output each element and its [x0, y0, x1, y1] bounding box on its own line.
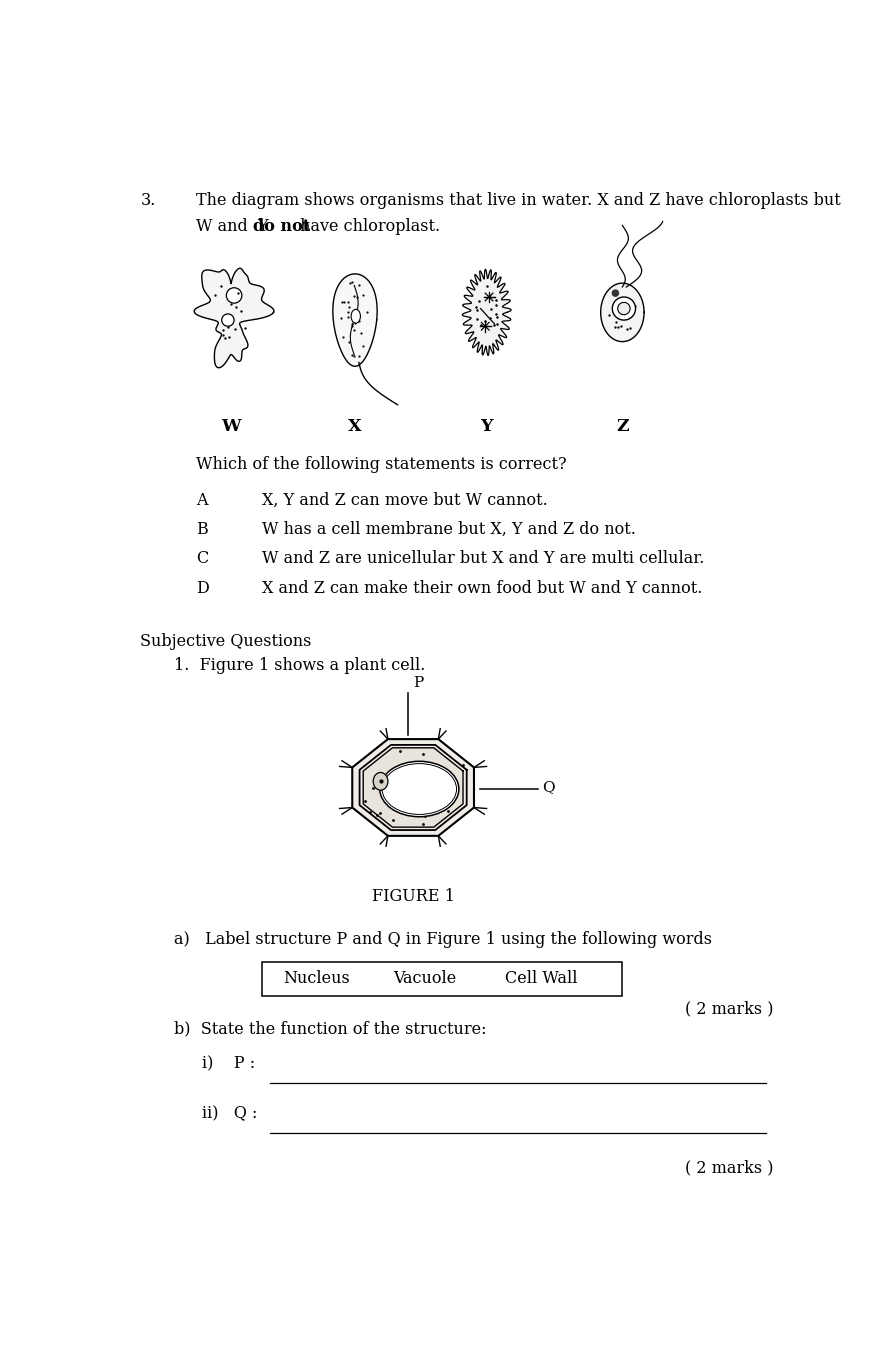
Text: 1.  Figure 1 shows a plant cell.: 1. Figure 1 shows a plant cell.	[175, 657, 425, 673]
Text: W: W	[221, 418, 240, 435]
Text: X and Z can make their own food but W and Y cannot.: X and Z can make their own food but W an…	[261, 580, 702, 596]
Text: C: C	[196, 550, 208, 568]
Text: X, Y and Z can move but W cannot.: X, Y and Z can move but W cannot.	[261, 492, 548, 508]
Text: a)   Label structure P and Q in Figure 1 using the following words: a) Label structure P and Q in Figure 1 u…	[175, 930, 711, 948]
Text: have chloroplast.: have chloroplast.	[295, 218, 440, 235]
Circle shape	[226, 288, 242, 303]
Text: 3.: 3.	[140, 192, 156, 208]
Ellipse shape	[373, 772, 387, 790]
Circle shape	[611, 291, 618, 296]
Circle shape	[222, 314, 234, 326]
Text: W has a cell membrane but X, Y and Z do not.: W has a cell membrane but X, Y and Z do …	[261, 521, 635, 538]
Text: ( 2 marks ): ( 2 marks )	[684, 1000, 773, 1017]
Text: A: A	[196, 492, 207, 508]
Text: b)  State the function of the structure:: b) State the function of the structure:	[175, 1021, 486, 1038]
Text: B: B	[196, 521, 207, 538]
Text: The diagram shows organisms that live in water. X and Z have chloroplasts but: The diagram shows organisms that live in…	[196, 192, 840, 208]
Text: W and  Y: W and Y	[196, 218, 274, 235]
FancyBboxPatch shape	[261, 961, 622, 996]
Polygon shape	[332, 274, 377, 366]
Circle shape	[611, 297, 635, 320]
Ellipse shape	[351, 310, 360, 323]
Polygon shape	[352, 740, 473, 836]
Text: X: X	[348, 418, 361, 435]
Text: do not: do not	[253, 218, 310, 235]
Text: ( 2 marks ): ( 2 marks )	[684, 1160, 773, 1176]
Text: Y: Y	[480, 418, 493, 435]
Ellipse shape	[379, 761, 458, 817]
Text: Subjective Questions: Subjective Questions	[140, 634, 311, 650]
Text: D: D	[196, 580, 208, 596]
Text: FIGURE 1: FIGURE 1	[371, 887, 454, 904]
Text: ii)   Q :: ii) Q :	[202, 1106, 258, 1122]
Polygon shape	[194, 268, 274, 368]
Text: Which of the following statements is correct?: Which of the following statements is cor…	[196, 457, 566, 473]
Text: Cell Wall: Cell Wall	[504, 971, 577, 987]
Polygon shape	[600, 283, 643, 342]
Text: W and Z are unicellular but X and Y are multi cellular.: W and Z are unicellular but X and Y are …	[261, 550, 703, 568]
Text: Z: Z	[616, 418, 628, 435]
Text: P: P	[413, 676, 423, 690]
Text: Q: Q	[542, 780, 555, 795]
Text: Nucleus: Nucleus	[283, 971, 349, 987]
Polygon shape	[364, 749, 462, 826]
Text: i)    P :: i) P :	[202, 1056, 255, 1072]
Circle shape	[617, 303, 629, 315]
Polygon shape	[462, 269, 510, 356]
Text: Vacuole: Vacuole	[392, 971, 456, 987]
